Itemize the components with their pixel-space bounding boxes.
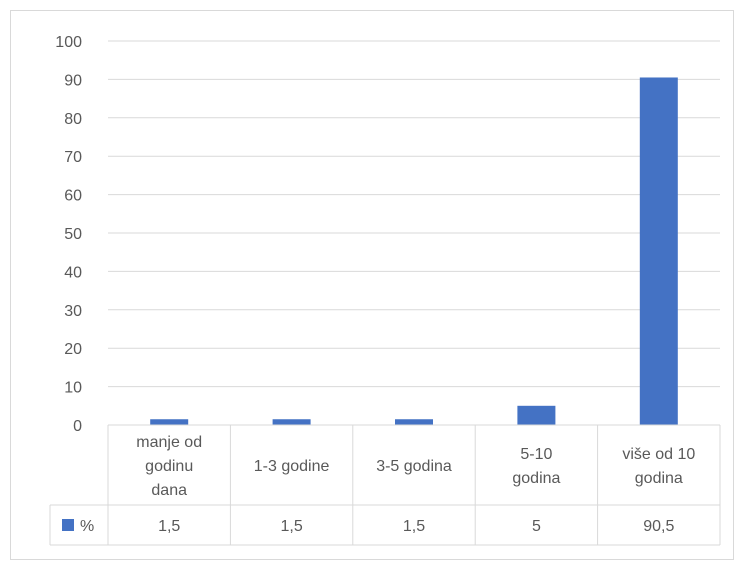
category-label-line: dana [151, 482, 187, 499]
gridlines [108, 40, 720, 388]
bar [272, 419, 311, 425]
data-table-value: 1,5 [403, 518, 425, 535]
y-tick-label: 0 [73, 418, 82, 435]
bar [395, 419, 433, 425]
category-label: 5-10 godina [512, 446, 560, 487]
category-label-line: godina [635, 470, 683, 487]
data-table-value: 1,5 [158, 518, 180, 535]
category-label: više od 10 godina [622, 446, 695, 487]
bar [639, 77, 678, 425]
category-label-line: godinu [145, 458, 193, 475]
legend-label: % [80, 518, 94, 535]
category-label-line: 3-5 godina [376, 458, 452, 475]
y-tick-label: 100 [55, 34, 82, 51]
data-table-value: 90,5 [643, 518, 674, 535]
category-label: 1-3 godine [254, 458, 330, 475]
data-table-value: 5 [532, 518, 541, 535]
y-tick-label: 80 [64, 111, 82, 128]
y-tick-label: 90 [64, 72, 82, 89]
category-label-line: godina [512, 470, 560, 487]
y-axis-labels: 0 10 20 30 40 50 60 70 80 90 100 [55, 34, 82, 435]
category-label-line: 1-3 godine [254, 458, 330, 475]
data-table: manje od godinu dana 1-3 godine 3-5 godina 5-… [49, 424, 721, 546]
data-table-value: 1,5 [280, 518, 302, 535]
chart-frame [10, 10, 734, 560]
bars [150, 77, 678, 425]
y-tick-label: 30 [64, 303, 82, 320]
category-label: manje od godinu dana [136, 434, 202, 499]
bar [517, 405, 556, 425]
legend-swatch [62, 519, 74, 531]
category-label-line: manje od [136, 434, 202, 451]
bar [150, 419, 189, 425]
y-tick-label: 50 [64, 226, 82, 243]
category-label-line: više od 10 [622, 446, 695, 463]
y-tick-label: 40 [64, 264, 82, 281]
category-label: 3-5 godina [376, 458, 452, 475]
y-tick-label: 60 [64, 188, 82, 205]
y-tick-label: 10 [64, 380, 82, 397]
y-tick-label: 70 [64, 149, 82, 166]
y-tick-label: 20 [64, 341, 82, 358]
category-label-line: 5-10 [520, 446, 552, 463]
